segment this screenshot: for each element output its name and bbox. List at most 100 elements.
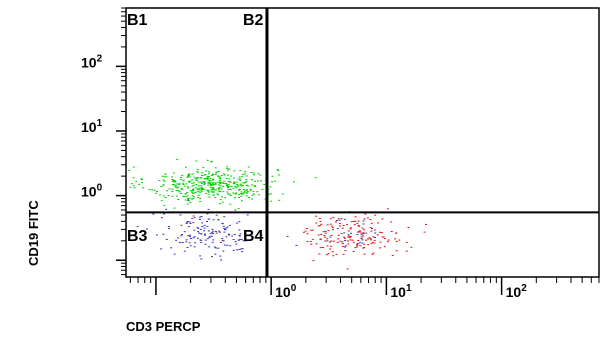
data-point-green xyxy=(194,178,197,180)
data-point-red xyxy=(379,247,382,249)
data-point-blue xyxy=(359,242,361,244)
data-point-green xyxy=(237,185,240,187)
data-point-blue xyxy=(196,237,199,239)
data-point-purple xyxy=(215,232,218,234)
data-point-red xyxy=(339,240,342,242)
data-point-blue xyxy=(194,242,197,244)
data-point-green xyxy=(191,185,194,187)
y-tick-label: 101 xyxy=(81,118,103,135)
data-point-blue xyxy=(185,222,188,224)
data-point-green xyxy=(230,175,233,177)
data-point-green xyxy=(200,177,203,179)
data-point-purple xyxy=(239,238,242,240)
data-point-red xyxy=(322,247,324,248)
data-point-red xyxy=(302,231,305,233)
data-point-green xyxy=(192,188,195,190)
data-point-green xyxy=(211,178,214,180)
data-point-green xyxy=(196,170,199,172)
data-point-red xyxy=(380,232,383,234)
data-point-red xyxy=(356,244,359,246)
data-point-green xyxy=(199,181,202,183)
data-point-green xyxy=(259,174,262,176)
data-point-red xyxy=(347,230,350,232)
data-point-green xyxy=(219,199,222,201)
data-point-green xyxy=(171,191,174,193)
data-point-green xyxy=(233,181,236,183)
data-point-green xyxy=(203,183,206,185)
data-point-red xyxy=(373,242,376,244)
data-point-red xyxy=(366,217,369,219)
data-point-blue xyxy=(242,240,245,242)
data-point-blue xyxy=(238,235,241,237)
data-point-red xyxy=(337,234,340,236)
data-point-green xyxy=(141,179,143,181)
data-point-green xyxy=(140,178,143,180)
plot-border xyxy=(125,7,600,278)
data-point-red xyxy=(343,236,345,238)
data-point-red xyxy=(360,236,363,238)
data-point-purple xyxy=(191,218,194,219)
data-point-purple xyxy=(244,230,247,232)
data-point-green xyxy=(251,184,254,186)
data-point-green xyxy=(218,184,220,186)
data-point-blue xyxy=(211,228,214,230)
quadrant-label-b1: B1 xyxy=(127,12,148,29)
data-point-red xyxy=(371,228,373,229)
data-point-green xyxy=(257,173,260,175)
data-point-red xyxy=(319,247,322,249)
data-point-red xyxy=(370,239,373,241)
data-point-blue xyxy=(362,232,365,234)
data-point-red xyxy=(342,253,345,255)
data-point-green xyxy=(232,192,235,194)
data-point-green xyxy=(247,185,250,187)
data-point-blue xyxy=(225,227,228,229)
data-point-green xyxy=(241,193,244,195)
data-point-red xyxy=(306,233,309,235)
data-point-red xyxy=(353,224,356,226)
data-point-green xyxy=(207,173,210,175)
data-point-green xyxy=(207,176,210,177)
data-point-red xyxy=(357,220,360,222)
data-point-red xyxy=(310,243,313,245)
data-point-green xyxy=(163,176,166,178)
data-point-green xyxy=(168,188,171,190)
data-point-green xyxy=(254,185,257,187)
data-point-green xyxy=(187,186,190,188)
data-point-green xyxy=(239,180,242,181)
data-point-green xyxy=(246,191,249,193)
data-point-red xyxy=(358,225,361,227)
data-point-green xyxy=(181,189,184,190)
data-point-green xyxy=(206,177,209,179)
data-point-green xyxy=(182,195,185,197)
data-point-green xyxy=(254,180,257,182)
data-point-blue xyxy=(221,238,224,240)
data-point-green xyxy=(215,171,218,173)
data-point-green xyxy=(217,190,220,192)
data-point-blue xyxy=(162,233,165,235)
data-point-blue xyxy=(260,234,263,236)
data-point-blue xyxy=(156,234,158,236)
data-point-red xyxy=(363,229,366,231)
data-point-red xyxy=(309,241,312,243)
data-point-green xyxy=(172,172,175,174)
data-point-green xyxy=(238,176,241,178)
data-point-green xyxy=(247,166,250,168)
data-point-blue xyxy=(206,238,209,240)
data-point-green xyxy=(188,173,191,175)
data-point-purple xyxy=(234,209,237,211)
data-point-green xyxy=(188,197,191,199)
data-point-blue xyxy=(219,241,222,243)
data-point-green xyxy=(277,174,280,176)
data-point-red xyxy=(374,229,377,231)
data-point-red xyxy=(349,236,352,238)
data-point-green xyxy=(142,187,145,189)
data-point-red xyxy=(383,238,386,239)
data-point-green xyxy=(314,177,317,179)
data-point-green xyxy=(234,193,237,195)
data-point-green xyxy=(243,182,246,184)
data-point-red xyxy=(326,245,329,247)
data-point-blue xyxy=(222,225,225,227)
data-point-green xyxy=(243,173,246,175)
data-point-green xyxy=(132,177,135,179)
data-point-blue xyxy=(203,227,206,229)
